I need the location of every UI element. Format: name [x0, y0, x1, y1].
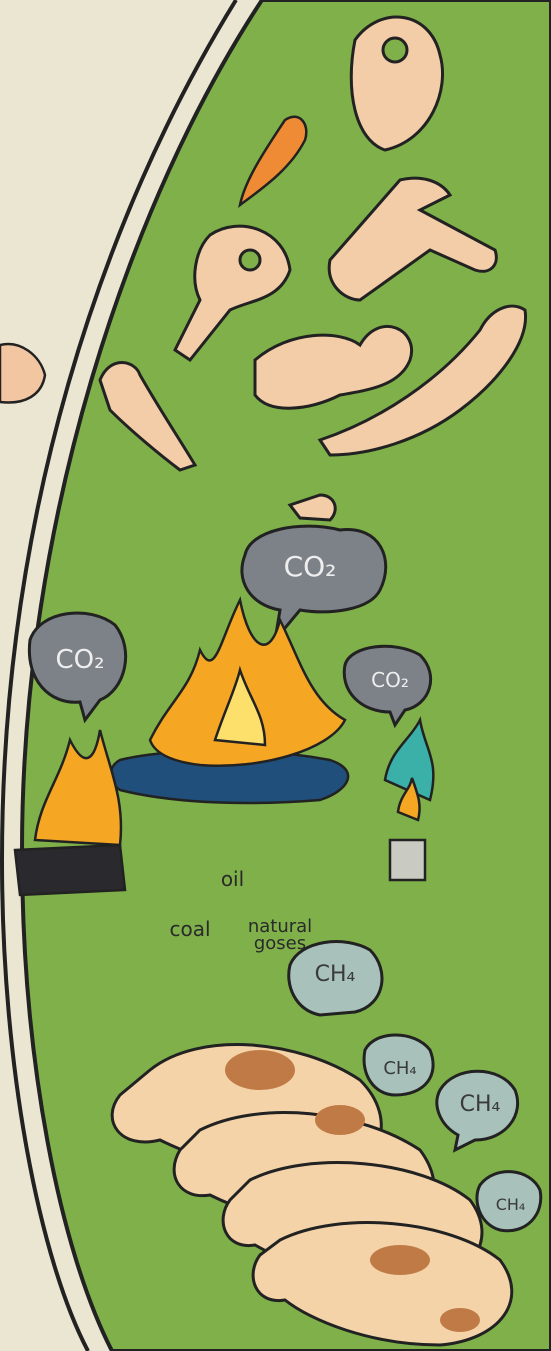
page: {"fossil_fuels":{"co2_clouds":[{"label":… [0, 0, 551, 1351]
illustration [0, 0, 551, 1351]
cloud-label: CH₄ [295, 962, 375, 987]
cloud-label: CO₂ [35, 645, 125, 675]
coal-label: coal [160, 920, 220, 939]
oil-label: oil [210, 870, 255, 889]
cloud-label: CO₂ [260, 550, 360, 583]
cloud-label: CO₂ [350, 668, 430, 692]
cloud-label: CH₄ [365, 1058, 435, 1079]
cloud-label: CH₄ [478, 1195, 543, 1214]
cloud-label: CH₄ [440, 1092, 520, 1117]
hand [0, 344, 45, 402]
natural-gases-label: natural goses [245, 918, 315, 952]
